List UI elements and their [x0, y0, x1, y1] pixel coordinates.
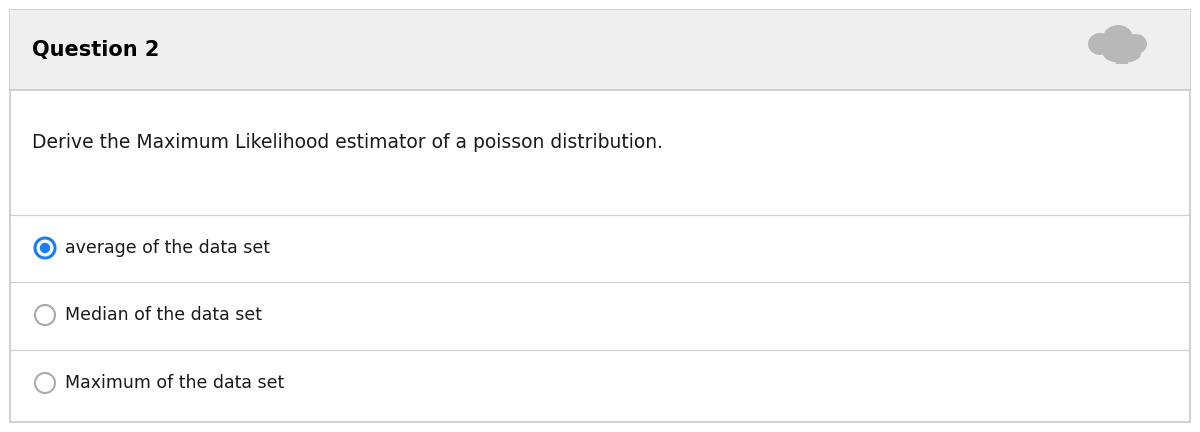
Circle shape — [35, 373, 55, 393]
Ellipse shape — [1103, 25, 1133, 51]
Bar — [1116, 52, 1128, 64]
Bar — [10, 10, 1190, 90]
Ellipse shape — [1126, 34, 1147, 54]
Circle shape — [40, 243, 50, 253]
Text: average of the data set: average of the data set — [65, 239, 270, 257]
Circle shape — [35, 238, 55, 258]
Ellipse shape — [1103, 45, 1141, 63]
Text: Derive the Maximum Likelihood estimator of a poisson distribution.: Derive the Maximum Likelihood estimator … — [32, 133, 662, 152]
Ellipse shape — [1088, 33, 1112, 55]
Text: Maximum of the data set: Maximum of the data set — [65, 374, 284, 392]
Text: Median of the data set: Median of the data set — [65, 306, 262, 324]
Text: Question 2: Question 2 — [32, 40, 160, 60]
Circle shape — [35, 305, 55, 325]
